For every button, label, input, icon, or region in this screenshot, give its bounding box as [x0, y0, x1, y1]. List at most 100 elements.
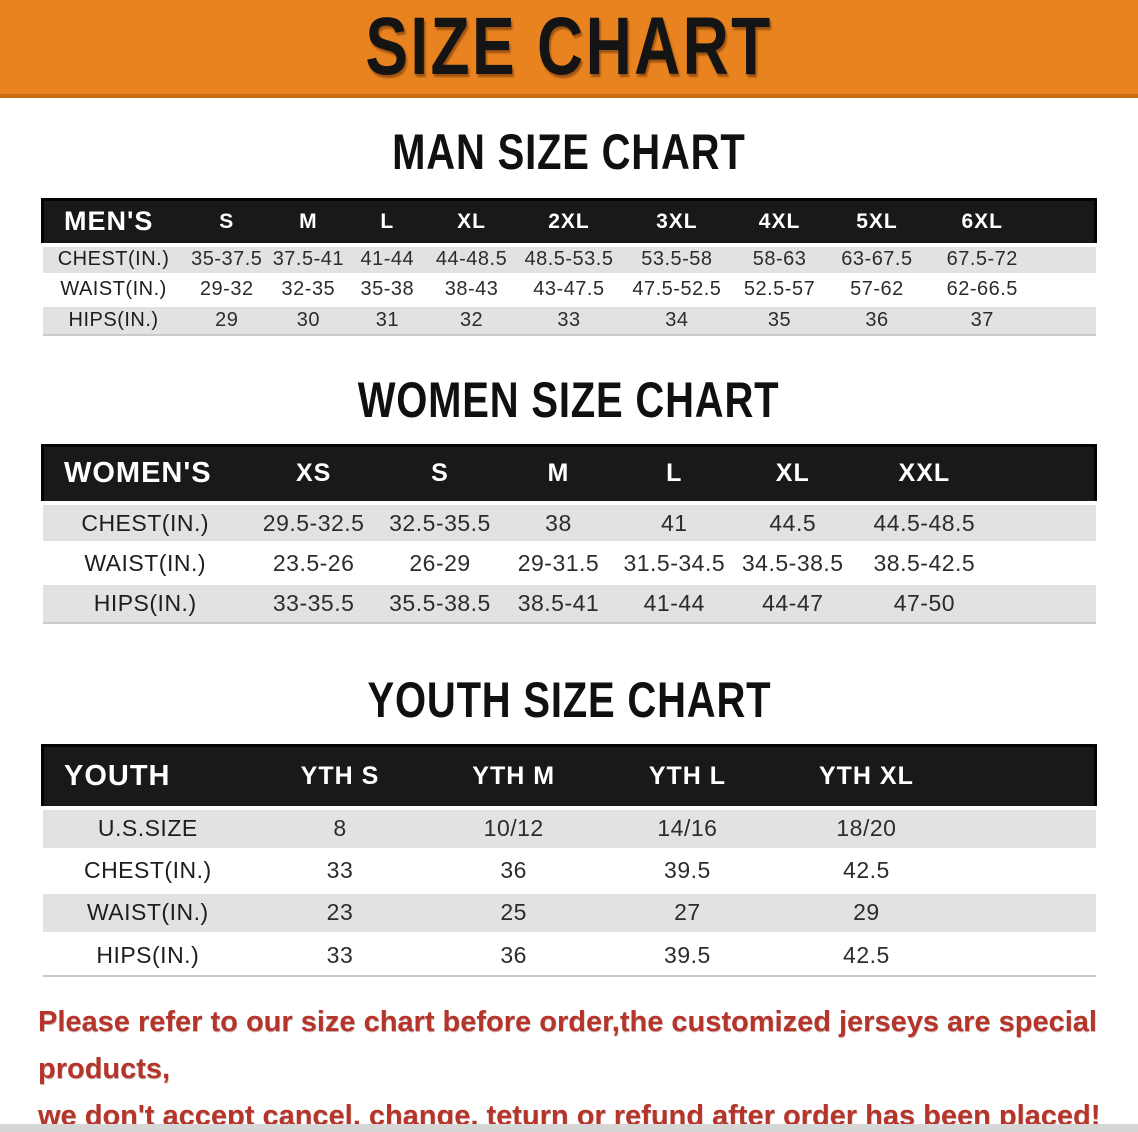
size-column-header: 3XL — [656, 209, 698, 233]
size-column-header: YTH S — [300, 761, 380, 790]
measurement-value: 35-38 — [360, 278, 415, 300]
size-column-header: 5XL — [856, 209, 898, 233]
row-spacer — [1038, 305, 1096, 335]
row-spacer — [1038, 275, 1096, 305]
size-column-header: M — [547, 459, 570, 488]
measurement-value: 25 — [500, 899, 527, 925]
measurement-row-label: WAIST(IN.) — [60, 278, 167, 300]
measurement-value: 63-67.5 — [841, 248, 913, 270]
measurement-value: 39.5 — [664, 857, 711, 883]
measurement-row-label: HIPS(IN.) — [96, 941, 200, 968]
size-column-header: XXL — [898, 459, 951, 488]
disclaimer-line-1: Please refer to our size chart before or… — [38, 1005, 1097, 1085]
header-spacer — [1038, 200, 1096, 245]
measurement-value: 36 — [500, 857, 527, 883]
measurement-value: 18/20 — [836, 815, 897, 841]
measurement-value: 41-44 — [360, 248, 415, 270]
measurement-value: 42.5 — [843, 941, 890, 968]
measurement-value: 29-32 — [199, 278, 254, 300]
measurement-value: 34.5-38.5 — [741, 549, 844, 576]
measurement-value: 32 — [459, 308, 484, 331]
size-column-header: XL — [457, 209, 486, 233]
measurement-value: 29 — [853, 899, 880, 925]
size-column-header: XL — [775, 459, 810, 488]
measurement-value: 35.5-38.5 — [389, 590, 491, 616]
measurement-value: 38.5-42.5 — [873, 549, 976, 576]
youth-section-heading: YOUTH SIZE CHART — [0, 674, 1138, 726]
measurement-value: 36 — [865, 308, 889, 331]
measurement-row-label: HIPS(IN.) — [68, 308, 159, 331]
men-header-row: MEN'S S M L XL 2XL 3XL 4XL 5XL 6XL — [42, 199, 1096, 245]
row-spacer — [959, 808, 1096, 850]
measurement-value: 37 — [970, 308, 994, 331]
measurement-row: CHEST(IN.) 33 36 39.5 42.5 — [42, 849, 1096, 892]
measurement-value: 35 — [767, 308, 792, 331]
youth-size-table: YOUTH YTH S YTH M YTH L YTH XL U.S.SIZE 8 10/… — [41, 744, 1097, 977]
measurement-value: 29.5-32.5 — [262, 509, 365, 536]
youth-header-row: YOUTH YTH S YTH M YTH L YTH XL — [42, 745, 1096, 808]
size-column-header: S — [431, 459, 449, 488]
size-column-header: 6XL — [961, 209, 1003, 233]
measurement-row: HIPS(IN.) 33-35.5 35.5-38.5 38.5-41 41-44 44-… — [42, 583, 1096, 623]
measurement-row: HIPS(IN.) 29 30 31 32 33 34 35 36 37 — [42, 304, 1096, 335]
measurement-value: 58-63 — [752, 248, 807, 270]
measurement-row: CHEST(IN.) 29.5-32.5 32.5-35.5 38 41 44.5 44.5… — [42, 503, 1096, 543]
measurement-value: 29-31.5 — [517, 549, 600, 576]
measurement-value: 53.5-58 — [641, 248, 713, 270]
measurement-value: 47-50 — [893, 590, 956, 616]
measurement-value: 31.5-34.5 — [623, 549, 726, 576]
measurement-value: 42.5 — [843, 857, 890, 883]
row-spacer — [1038, 245, 1096, 275]
men-table-label: MEN'S — [64, 206, 154, 237]
measurement-value: 38 — [545, 509, 572, 536]
measurement-value: 35-37.5 — [191, 248, 263, 270]
size-column-header: 2XL — [548, 209, 590, 233]
measurement-value: 33-35.5 — [272, 590, 355, 616]
row-spacer — [995, 543, 1095, 583]
header-spacer — [959, 746, 1096, 808]
measurement-value: 57-62 — [850, 278, 904, 300]
size-column-header: YTH XL — [818, 761, 914, 790]
youth-heading-text: YOUTH SIZE CHART — [367, 672, 771, 728]
size-column-header: XS — [295, 459, 332, 488]
measurement-value: 33 — [557, 308, 581, 331]
size-column-header: L — [666, 459, 683, 488]
measurement-value: 32-35 — [281, 278, 336, 300]
measurement-row: WAIST(IN.) 29-32 32-35 35-38 38-43 43-47.5 47.… — [42, 274, 1096, 305]
row-spacer — [995, 503, 1095, 543]
women-section-heading: WOMEN SIZE CHART — [0, 374, 1138, 426]
men-size-table: MEN'S S M L XL 2XL 3XL 4XL 5XL 6XL CHEST(IN.) 35-… — [41, 198, 1097, 336]
women-size-table: WOMEN'S XS S M L XL XXL CHEST(IN.) 29.5-32.5 32… — [41, 444, 1097, 624]
measurement-row-label: HIPS(IN.) — [93, 590, 197, 616]
measurement-row-label: CHEST(IN.) — [81, 509, 209, 536]
measurement-value: 14/16 — [657, 815, 718, 841]
size-column-header: L — [380, 209, 395, 233]
measurement-value: 30 — [296, 308, 320, 331]
man-section-heading: MAN SIZE CHART — [0, 126, 1138, 178]
measurement-value: 26-29 — [409, 549, 471, 576]
measurement-row: U.S.SIZE 8 10/12 14/16 18/20 — [42, 807, 1096, 850]
measurement-value: 48.5-53.5 — [524, 248, 614, 270]
measurement-row: WAIST(IN.) 23 25 27 29 — [42, 891, 1096, 934]
measurement-value: 27 — [674, 899, 701, 925]
size-column-header: S — [219, 209, 235, 233]
measurement-value: 10/12 — [483, 815, 544, 841]
measurement-value: 44.5 — [769, 509, 817, 536]
women-table-label: WOMEN'S — [64, 457, 212, 490]
measurement-value: 43-47.5 — [533, 278, 605, 300]
youth-table-label: YOUTH — [64, 759, 171, 792]
man-heading-text: MAN SIZE CHART — [392, 124, 746, 180]
measurement-value: 41 — [660, 509, 688, 536]
bottom-edge-strip — [0, 1124, 1138, 1132]
banner-title: SIZE CHART — [365, 1, 773, 92]
size-column-header: YTH M — [472, 761, 556, 790]
size-column-header: YTH L — [648, 761, 727, 790]
measurement-value: 41-44 — [643, 590, 705, 616]
measurement-row: WAIST(IN.) 23.5-26 26-29 29-31.5 31.5-34.5 34… — [42, 543, 1096, 583]
measurement-value: 47.5-52.5 — [632, 278, 722, 300]
measurement-value: 33 — [326, 941, 354, 968]
measurement-value: 44.5-48.5 — [873, 509, 976, 536]
measurement-value: 33 — [326, 857, 354, 883]
measurement-value: 38-43 — [444, 278, 499, 300]
